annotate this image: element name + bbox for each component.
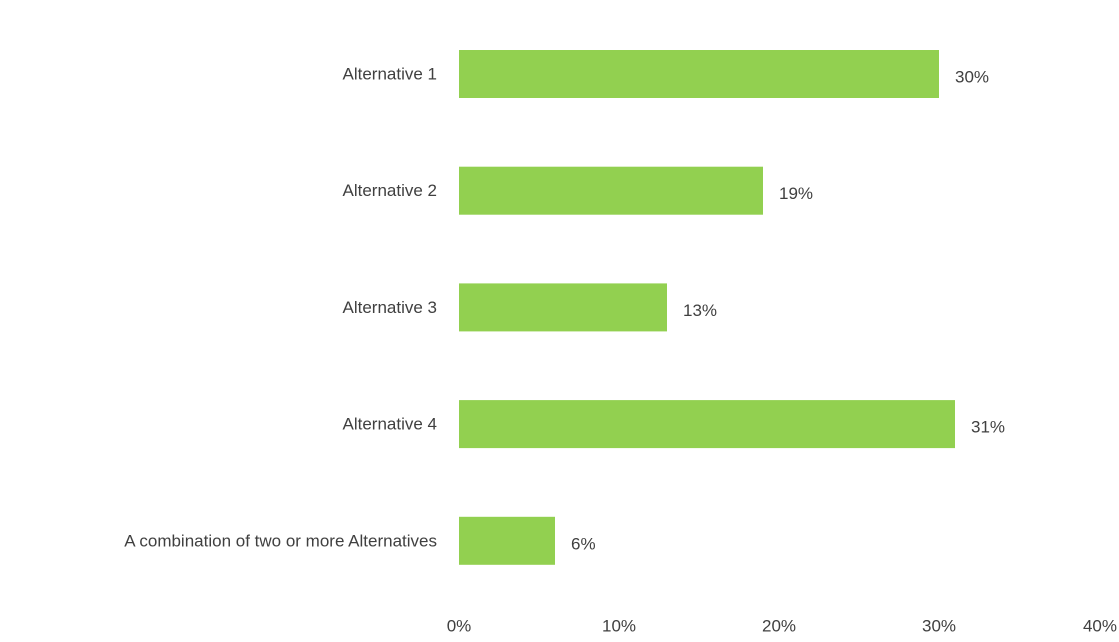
x-tick-label-3: 20%	[762, 616, 796, 635]
x-tick-label-1: 0%	[447, 616, 472, 635]
category-label-1: Alternative 1	[343, 65, 438, 84]
x-tick-label-2: 10%	[602, 616, 636, 635]
x-tick-label-5: 40%	[1083, 616, 1117, 635]
data-label-2: 19%	[779, 184, 813, 203]
x-axis-ticks-group: 0% 10% 20% 30% 40%	[447, 616, 1117, 635]
bar-5	[459, 516, 555, 565]
data-label-3: 13%	[683, 301, 717, 320]
data-label-4: 31%	[971, 418, 1005, 437]
bar-1	[459, 50, 939, 98]
category-labels-group: Alternative 1 Alternative 2 Alternative 3 A…	[124, 65, 437, 551]
category-label-3: Alternative 3	[343, 298, 438, 317]
bar-4	[459, 400, 955, 449]
x-tick-label-4: 30%	[922, 616, 956, 635]
bar-3	[459, 283, 667, 332]
category-label-4: Alternative 4	[343, 415, 438, 434]
data-labels-group: 30% 19% 13% 31% 6%	[571, 68, 1005, 554]
bar-2	[459, 166, 763, 215]
data-label-5: 6%	[571, 534, 596, 553]
category-label-2: Alternative 2	[343, 181, 438, 200]
data-label-1: 30%	[955, 68, 989, 87]
category-label-5: A combination of two or more Alternative…	[124, 531, 437, 550]
bars-group	[459, 50, 955, 565]
